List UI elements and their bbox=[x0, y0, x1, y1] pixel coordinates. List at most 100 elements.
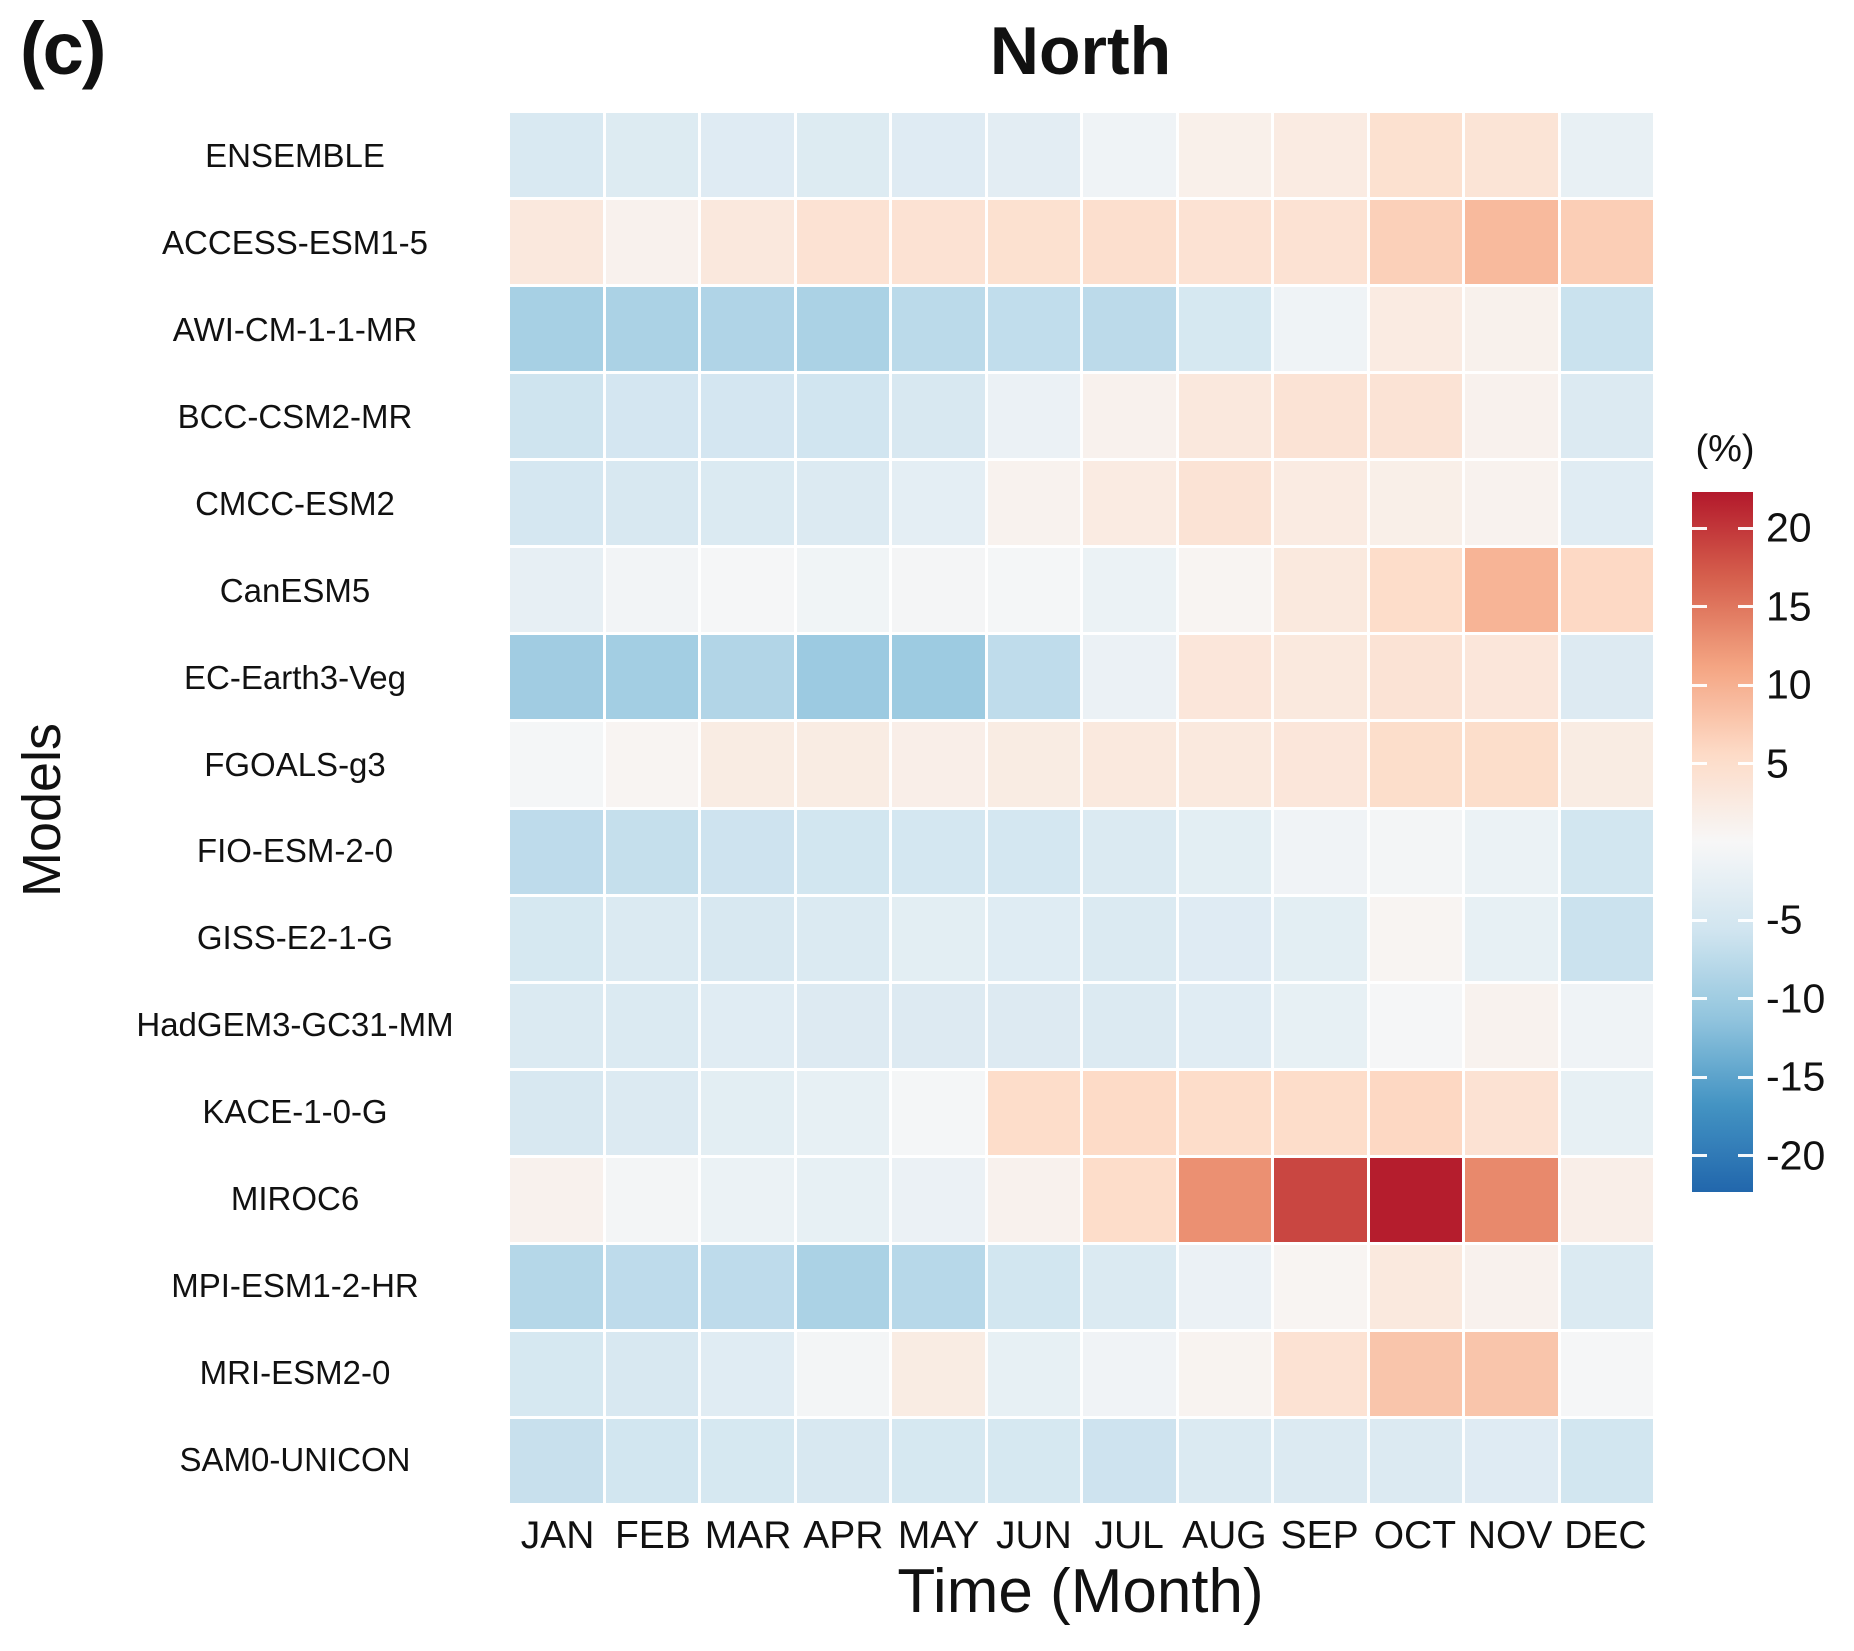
heatmap-cell bbox=[1178, 374, 1271, 459]
heatmap-cell bbox=[701, 1244, 794, 1329]
heatmap-cell bbox=[1083, 1157, 1176, 1242]
heatmap-cell bbox=[510, 809, 603, 894]
heatmap-cell bbox=[1369, 461, 1462, 546]
heatmap-cell bbox=[1465, 1418, 1558, 1503]
heatmap-cell bbox=[1178, 896, 1271, 981]
heatmap-cell bbox=[701, 1331, 794, 1416]
heatmap-cell bbox=[1560, 809, 1653, 894]
heatmap-cell bbox=[892, 200, 985, 285]
heatmap-cell bbox=[1560, 722, 1653, 807]
month-tick-label: AUG bbox=[1182, 1514, 1267, 1557]
colorbar-tick-mark bbox=[1738, 918, 1753, 922]
heatmap-cell bbox=[796, 1244, 889, 1329]
heatmap-cell bbox=[1083, 722, 1176, 807]
model-row-label: AWI-CM-1-1-MR bbox=[172, 311, 418, 349]
heatmap-cell bbox=[1178, 461, 1271, 546]
colorbar-tick-mark bbox=[1738, 683, 1753, 687]
heatmap-cell bbox=[1369, 722, 1462, 807]
heatmap-cell bbox=[1369, 113, 1462, 198]
heatmap-cell bbox=[510, 1070, 603, 1155]
heatmap-cell bbox=[1369, 287, 1462, 372]
month-tick-label: OCT bbox=[1373, 1514, 1457, 1557]
heatmap-cell bbox=[605, 809, 698, 894]
heatmap-cell bbox=[1274, 374, 1367, 459]
heatmap-cell bbox=[1369, 635, 1462, 720]
heatmap-cell bbox=[1560, 983, 1653, 1068]
heatmap-cell bbox=[1560, 461, 1653, 546]
chart-title: North bbox=[989, 13, 1172, 89]
heatmap-cell bbox=[510, 722, 603, 807]
heatmap-cell bbox=[605, 1418, 698, 1503]
heatmap-cell bbox=[701, 635, 794, 720]
heatmap-cell bbox=[1274, 635, 1367, 720]
heatmap-cell bbox=[701, 722, 794, 807]
colorbar-tick-mark bbox=[1738, 1075, 1753, 1079]
heatmap-cell bbox=[701, 809, 794, 894]
heatmap-cell bbox=[796, 896, 889, 981]
model-row-label: FGOALS-g3 bbox=[204, 745, 386, 783]
heatmap-cell bbox=[1178, 1070, 1271, 1155]
month-tick-label: JUN bbox=[995, 1514, 1072, 1557]
heatmap-cell bbox=[1369, 200, 1462, 285]
heatmap-cell bbox=[701, 1157, 794, 1242]
heatmap-cell bbox=[510, 461, 603, 546]
heatmap-cell bbox=[701, 113, 794, 198]
heatmap-cell bbox=[796, 113, 889, 198]
colorbar-tick-label: 20 bbox=[1766, 504, 1812, 551]
heatmap-cell bbox=[1274, 1070, 1367, 1155]
heatmap-cell bbox=[1274, 896, 1367, 981]
panel-label: (c) bbox=[20, 7, 106, 90]
model-row-label: GISS-E2-1-G bbox=[196, 919, 394, 957]
heatmap-cell bbox=[987, 548, 1080, 633]
colorbar-tick-label: -10 bbox=[1766, 975, 1826, 1022]
heatmap-cell bbox=[1083, 896, 1176, 981]
heatmap-cell bbox=[1178, 113, 1271, 198]
heatmap-cell bbox=[796, 983, 889, 1068]
heatmap-cell bbox=[1369, 1331, 1462, 1416]
heatmap-cell bbox=[1178, 809, 1271, 894]
heatmap-cell bbox=[892, 983, 985, 1068]
heatmap-cell bbox=[1369, 1157, 1462, 1242]
heatmap-cell bbox=[892, 809, 985, 894]
model-row-label: KACE-1-0-G bbox=[202, 1093, 388, 1131]
heatmap-cell bbox=[796, 374, 889, 459]
heatmap-cell bbox=[510, 200, 603, 285]
model-row-label: EC-Earth3-Veg bbox=[184, 658, 406, 696]
heatmap-cell bbox=[510, 1331, 603, 1416]
heatmap-cell bbox=[1465, 374, 1558, 459]
heatmap-cell bbox=[510, 983, 603, 1068]
heatmap-cell bbox=[605, 635, 698, 720]
heatmap-cell bbox=[1465, 635, 1558, 720]
heatmap-cell bbox=[605, 374, 698, 459]
heatmap-cell bbox=[1274, 722, 1367, 807]
month-tick-label: JAN bbox=[520, 1514, 595, 1557]
month-tick-label: DEC bbox=[1564, 1514, 1647, 1557]
heatmap-cell bbox=[605, 1331, 698, 1416]
heatmap-cell bbox=[1178, 635, 1271, 720]
heatmap-cell bbox=[1369, 1244, 1462, 1329]
colorbar-tick-mark bbox=[1692, 1154, 1707, 1158]
heatmap-cell bbox=[796, 722, 889, 807]
heatmap-cell bbox=[892, 896, 985, 981]
colorbar-tick-mark bbox=[1738, 762, 1753, 766]
heatmap-cell bbox=[1083, 287, 1176, 372]
heatmap-cell bbox=[1274, 1418, 1367, 1503]
heatmap-cell bbox=[987, 200, 1080, 285]
heatmap-cell bbox=[701, 374, 794, 459]
heatmap-cell bbox=[1369, 548, 1462, 633]
heatmap-cell bbox=[1083, 1070, 1176, 1155]
heatmap-cell bbox=[1465, 287, 1558, 372]
model-row-label: BCC-CSM2-MR bbox=[177, 398, 413, 436]
heatmap-cell bbox=[987, 461, 1080, 546]
heatmap-cell bbox=[1369, 983, 1462, 1068]
month-tick-label: MAR bbox=[704, 1514, 792, 1557]
model-row-label: ACCESS-ESM1-5 bbox=[162, 224, 428, 262]
heatmap-cell bbox=[1560, 1070, 1653, 1155]
colorbar-tick-mark bbox=[1692, 762, 1707, 766]
colorbar-tick-label: -15 bbox=[1766, 1053, 1826, 1100]
heatmap-grid bbox=[510, 113, 1653, 1503]
heatmap-cell bbox=[605, 1070, 698, 1155]
heatmap-cell bbox=[987, 1244, 1080, 1329]
heatmap-cell bbox=[796, 809, 889, 894]
colorbar-tick-mark bbox=[1692, 683, 1707, 687]
